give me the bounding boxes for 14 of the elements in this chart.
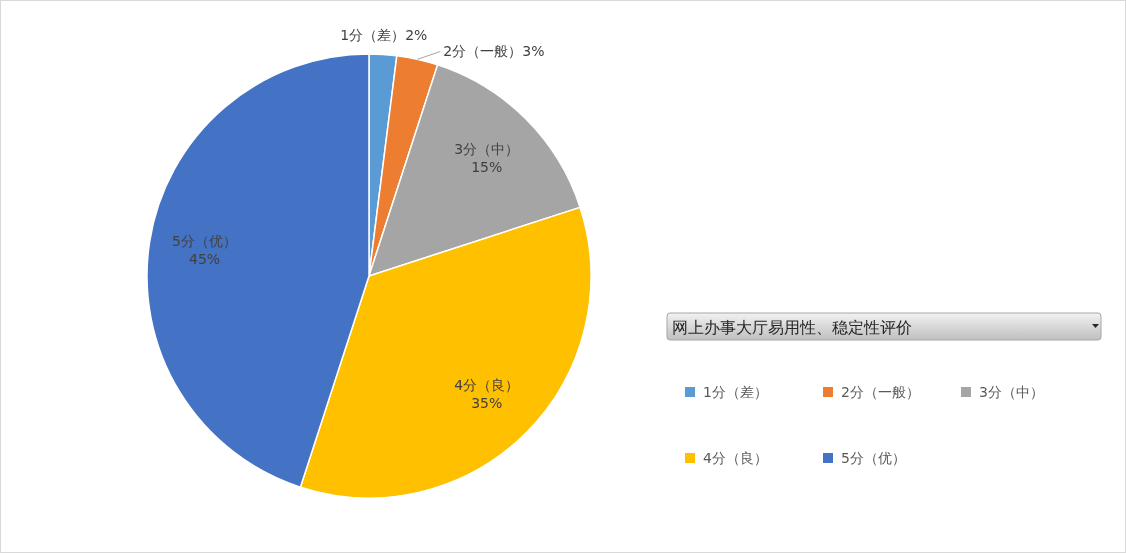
category-label: 2分（一般）3% [443,43,545,60]
category-label: 1分（差）2% [340,27,428,44]
legend-label: 5分（优） [841,450,906,466]
slice-label: 3分（中） [454,141,520,158]
data-label: 15% [471,159,503,176]
slice-label: 4分（良） [454,376,520,393]
legend-label: 1分（差） [703,384,768,400]
data-label: 35% [471,394,503,411]
data-label: 45% [188,250,221,267]
legend-label: 4分（良） [703,450,768,466]
legend-label: 2分（一般） [841,384,920,400]
legend-label: 3分（中） [979,384,1044,400]
slice-label: 5分（优） [172,232,238,249]
legend-title: 网上办事大厅易用性、稳定性评价 [672,318,912,337]
